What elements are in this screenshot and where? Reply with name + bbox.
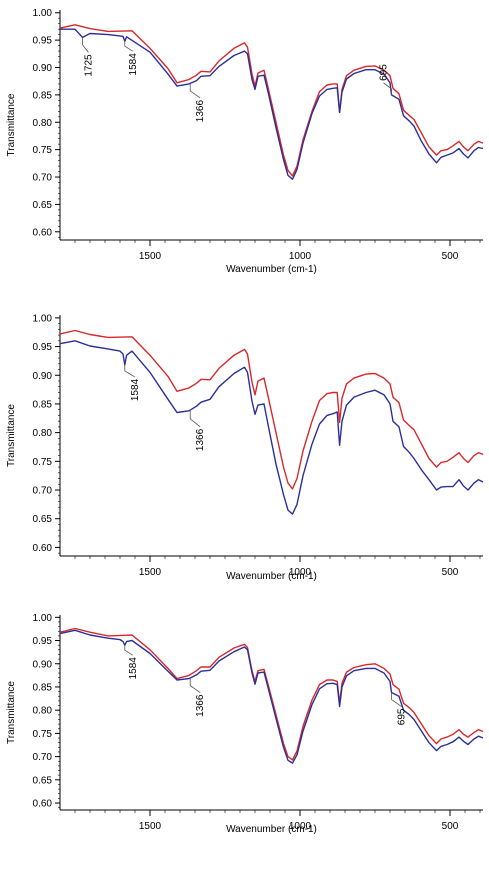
y-tick-label: 0.65 [33,514,53,525]
x-tick-label: 1500 [139,821,162,832]
y-tick-label: 0.85 [33,682,53,693]
x-axis-label: Wavenumber (cm-1) [226,571,317,582]
annotation-leader [82,37,89,53]
x-tick-label: 1000 [289,251,312,262]
x-tick-label: 1000 [289,567,312,578]
y-axis-label: Transmittance [6,681,17,744]
y-tick-label: 0.95 [33,636,53,647]
peak-annotation: 1366 [195,99,206,122]
x-tick-label: 500 [442,567,459,578]
annotation-leader [189,678,201,693]
x-tick-label: 500 [442,251,459,262]
spectrum-panel-2: 0.60 0.65 0.70 0.75 0.80 0.85 0.90 0.95 1.00 1500… [6,313,484,582]
peak-annotation: 1584 [128,657,139,680]
y-tick-label: 0.90 [33,63,53,74]
peak-annotation: 1366 [195,428,206,451]
y-tick-label: 1.00 [33,313,53,324]
y-tick-label: 0.65 [33,200,53,211]
x-tick-label: 1500 [139,567,162,578]
y-tick-label: 0.60 [33,799,53,810]
y-tick-label: 0.70 [33,486,53,497]
y-tick-label: 0.75 [33,145,53,156]
series-line-blue [59,340,484,515]
spectrum-panel-1: 0.60 0.65 0.70 0.75 0.80 0.85 0.90 0.95 1.00 1500… [6,8,484,275]
annotation-leader [124,41,134,52]
y-tick-label: 0.85 [33,399,53,410]
series-line-red [59,627,484,761]
series-line-red [59,24,484,177]
series-line-blue [59,629,484,764]
annotation-leader [189,83,201,99]
annotation-leader [189,410,201,428]
y-tick-label: 0.80 [33,428,53,439]
spectrum-panel-3: 0.60 0.65 0.70 0.75 0.80 0.85 0.90 0.95 1.00 1500… [6,613,484,835]
peak-annotation: 695 [379,64,390,81]
y-tick-label: 0.85 [33,90,53,101]
peak-annotation: 695 [397,708,408,725]
x-axis-label: Wavenumber (cm-1) [226,824,317,835]
y-tick-label: 0.60 [33,543,53,554]
peak-annotation: 1725 [84,54,95,77]
y-axis-label: Transmittance [6,404,17,467]
y-tick-label: 0.70 [33,173,53,184]
y-tick-label: 0.75 [33,729,53,740]
y-tick-label: 0.95 [33,342,53,353]
x-axis-label: Wavenumber (cm-1) [226,264,317,275]
y-tick-label: 0.90 [33,371,53,382]
x-tick-label: 1500 [139,251,162,262]
annotation-leader [124,645,134,656]
annotation-leader [383,82,392,95]
y-tick-label: 0.90 [33,659,53,670]
x-tick-label: 1000 [289,821,312,832]
y-tick-label: 1.00 [33,613,53,624]
y-tick-label: 0.80 [33,706,53,717]
peak-annotation: 1584 [128,53,139,76]
y-tick-label: 0.70 [33,752,53,763]
peak-annotation: 1366 [195,694,206,717]
y-tick-label: 0.75 [33,457,53,468]
y-tick-label: 0.60 [33,227,53,238]
y-tick-label: 0.80 [33,118,53,129]
series-line-blue [60,28,484,180]
y-tick-label: 0.65 [33,775,53,786]
x-tick-label: 500 [442,821,459,832]
series-line-red [59,329,484,490]
y-tick-label: 1.00 [33,8,53,19]
annotation-leader [124,364,136,378]
y-axis-label: Transmittance [6,93,17,156]
peak-annotation: 1584 [130,378,141,401]
annotation-leader [391,692,402,707]
y-tick-label: 0.95 [33,36,53,47]
